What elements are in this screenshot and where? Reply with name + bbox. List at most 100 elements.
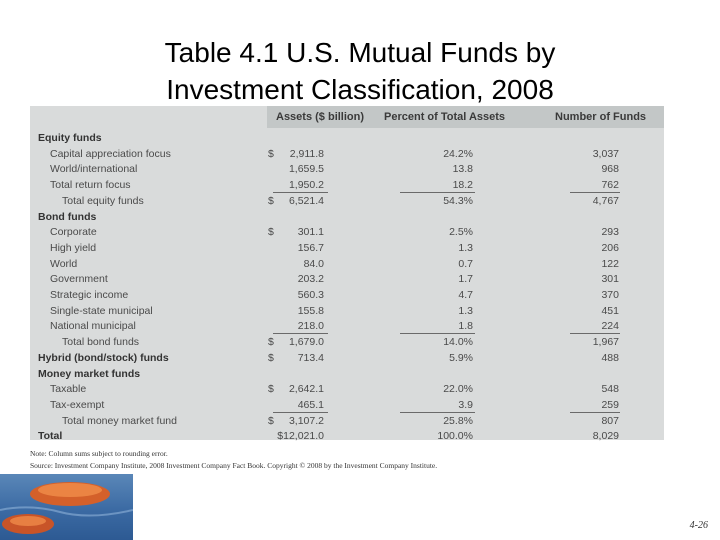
assets-value: 3,107.2 [288, 414, 324, 427]
percent-value: 22.0% [443, 383, 473, 396]
fund-count: 206 [601, 241, 619, 254]
fund-count: 451 [601, 304, 619, 317]
fund-count: 807 [601, 414, 619, 427]
table-row-item: Single-state municipal 155.8 1.3 451 [30, 305, 664, 320]
currency-symbol: $ [268, 194, 274, 207]
table-row-item: Government 203.2 1.7 301 [30, 273, 664, 288]
sum-underline [570, 192, 620, 194]
percent-value: 13.8 [452, 163, 473, 176]
table-row-section: Money market funds [30, 368, 664, 383]
row-label: Tax-exempt [50, 398, 105, 411]
assets-value: 1,659.5 [288, 163, 324, 176]
assets-value: 203.2 [297, 273, 324, 286]
row-label: Hybrid (bond/stock) funds [38, 351, 169, 364]
assets-value: 465.1 [297, 398, 324, 411]
row-label: World/international [50, 163, 138, 176]
table-row-item: Capital appreciation focus $2,911.8 24.2% 3… [30, 148, 664, 163]
assets-value: 2,911.8 [289, 147, 324, 160]
fund-count: 259 [601, 398, 619, 411]
currency-symbol: $ [268, 383, 274, 396]
table-row-section: Equity funds [30, 132, 664, 147]
fund-count: 122 [601, 257, 619, 270]
row-label: Total money market fund [62, 414, 177, 427]
assets-value: 713.4 [297, 351, 324, 364]
assets-value: 2,642.1 [288, 383, 324, 396]
fund-count: 224 [601, 320, 619, 333]
col-header-percent: Percent of Total Assets [384, 111, 506, 123]
row-label: Single-state municipal [50, 304, 153, 317]
table-row-section: Hybrid (bond/stock) funds $713.4 5.9% 488 [30, 352, 664, 367]
fund-count: 548 [601, 383, 619, 396]
percent-value: 18.2 [452, 179, 473, 192]
currency-symbol: $ [268, 226, 274, 239]
row-label: Strategic income [50, 289, 129, 301]
percent-value: 14.0% [443, 336, 473, 349]
sum-underline [273, 411, 328, 413]
table-row-item: Corporate $301.1 2.5% 293 [30, 226, 664, 241]
table-row-subtotal: Total equity funds $6,521.4 54.3% 4,767 [30, 195, 664, 210]
sum-underline [273, 192, 328, 194]
table-row-item: National municipal 218.0 1.8 224 [30, 320, 664, 335]
title-line-2: Investment Classification, 2008 [166, 74, 554, 105]
currency-symbol: $ [268, 414, 274, 427]
row-label: Equity funds [38, 132, 102, 144]
currency-symbol: $ [268, 351, 274, 364]
row-label: Total bond funds [62, 336, 140, 349]
header-band [267, 106, 664, 128]
fund-count: 293 [601, 226, 619, 239]
assets-value: 218.0 [297, 320, 324, 333]
currency-symbol: $ [268, 336, 274, 349]
decorative-photo [0, 474, 133, 540]
percent-value: 0.7 [458, 257, 473, 270]
assets-value: 1,679.0 [288, 336, 324, 349]
table-row-item: Strategic income 560.3 4.7 370 [30, 289, 664, 304]
sum-underline [570, 411, 620, 413]
percent-value: 100.0% [437, 430, 473, 443]
table-row-subtotal: Total bond funds $1,679.0 14.0% 1,967 [30, 336, 664, 351]
row-label: Money market funds [38, 367, 141, 380]
percent-value: 1.3 [458, 241, 473, 254]
row-label: Bond funds [38, 210, 97, 223]
row-label: Taxable [50, 383, 87, 396]
assets-value: 155.8 [297, 304, 324, 317]
row-label: Capital appreciation focus [50, 147, 171, 160]
percent-value: 3.9 [458, 398, 473, 411]
table-row-item: Tax-exempt 465.1 3.9 259 [30, 399, 664, 414]
percent-value: 54.3% [443, 194, 473, 207]
row-label: Total return focus [50, 179, 131, 192]
percent-value: 24.2% [443, 147, 473, 160]
assets-value: 6,521.4 [288, 194, 324, 207]
assets-value: 301.1 [297, 226, 324, 239]
table-row-item: High yield 156.7 1.3 206 [30, 242, 664, 257]
percent-value: 5.9% [449, 351, 473, 364]
table-note: Note: Column sums subject to rounding er… [30, 449, 168, 458]
table-row-item: Total return focus 1,950.2 18.2 762 [30, 179, 664, 194]
table-row-item: Taxable $2,642.1 22.0% 548 [30, 383, 664, 398]
fund-count: 4,767 [592, 194, 619, 207]
title-line-1: Table 4.1 U.S. Mutual Funds by [164, 37, 556, 68]
fund-count: 488 [601, 351, 619, 364]
row-label: High yield [50, 241, 97, 254]
percent-value: 1.3 [458, 304, 473, 317]
page-number: 4-26 [689, 520, 708, 531]
assets-value: 1,950.2 [288, 179, 324, 192]
assets-value: $12,021.0 [277, 430, 324, 443]
slide-title: Table 4.1 U.S. Mutual Funds by Investmen… [0, 34, 720, 108]
assets-value: 560.3 [297, 289, 324, 301]
table-row-subtotal: Total money market fund $3,107.2 25.8% 807 [30, 415, 664, 430]
row-label: National municipal [50, 320, 136, 333]
table-row-total: Total $12,021.0 100.0% 8,029 [30, 430, 664, 445]
row-label: World [50, 257, 78, 270]
sum-underline [273, 333, 328, 335]
sum-underline [400, 192, 475, 194]
percent-value: 1.7 [458, 273, 473, 286]
row-label: Corporate [50, 226, 97, 239]
currency-symbol: $ [268, 147, 274, 160]
mutual-funds-table: Assets ($ billion) Percent of Total Asse… [30, 106, 664, 442]
row-label: Total [38, 430, 63, 443]
fund-count: 3,037 [592, 147, 619, 160]
sum-underline [570, 333, 620, 335]
fund-count: 370 [601, 289, 619, 301]
table-row-section: Bond funds [30, 211, 664, 226]
percent-value: 25.8% [443, 414, 473, 427]
